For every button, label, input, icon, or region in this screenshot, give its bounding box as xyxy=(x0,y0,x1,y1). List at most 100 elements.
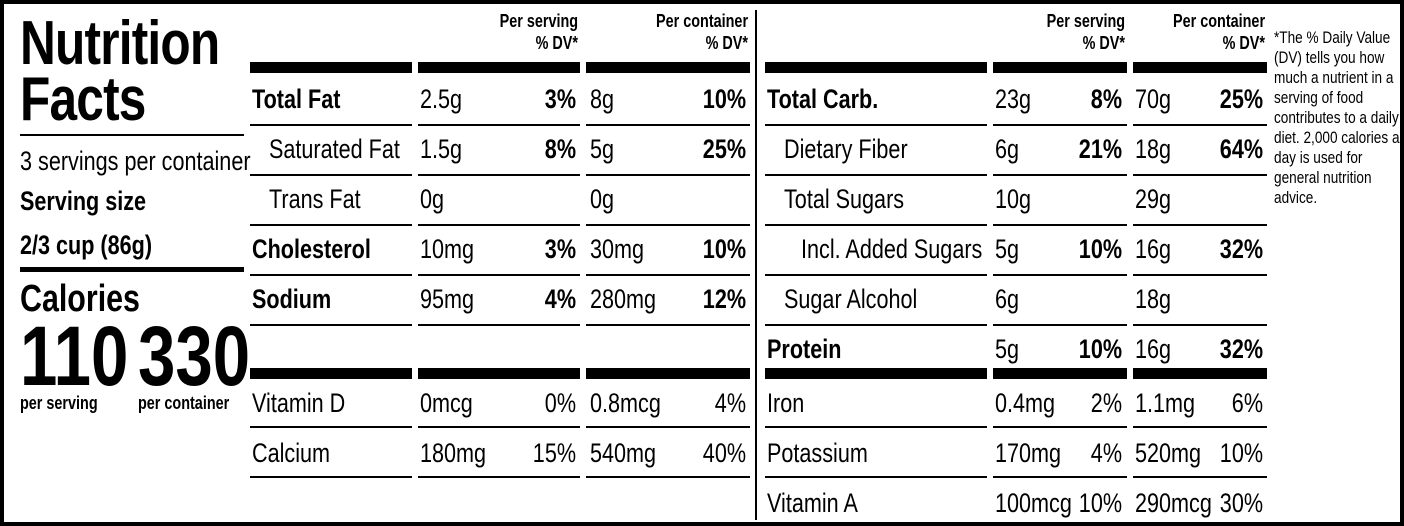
rule xyxy=(250,426,412,428)
title: Nutrition Facts xyxy=(20,9,220,134)
rule xyxy=(418,124,580,126)
rule xyxy=(1133,274,1267,276)
rule xyxy=(418,62,580,73)
rule xyxy=(1133,124,1267,126)
nutrient-name: Total Fat xyxy=(252,84,341,114)
serving-dv: 10% xyxy=(1078,234,1122,264)
servings-per-container: 3 servings per container xyxy=(20,146,251,176)
rule xyxy=(418,476,580,478)
calories-value: 110 xyxy=(20,309,129,403)
serving-amount: 0.4mg xyxy=(995,388,1056,418)
container-dv: 64% xyxy=(1219,134,1263,164)
serving-amount: 10g xyxy=(995,184,1032,214)
rule xyxy=(586,368,750,379)
rule xyxy=(1133,62,1267,73)
nutrient-name: Potassium xyxy=(767,438,868,468)
nutrient-name: Sodium xyxy=(252,284,332,314)
rule xyxy=(765,124,987,126)
container-dv: 25% xyxy=(1219,84,1263,114)
rule xyxy=(586,62,750,73)
serving-amount: 100mcg xyxy=(995,488,1072,518)
rule xyxy=(250,324,412,326)
rule xyxy=(250,274,412,276)
nutrient-name: Vitamin D xyxy=(252,388,346,418)
container-amount: 1.1mg xyxy=(1135,388,1196,418)
header-dv: % DV* xyxy=(1082,33,1125,53)
serving-dv: 21% xyxy=(1078,134,1122,164)
rule xyxy=(250,174,412,176)
rule xyxy=(586,124,750,126)
nutrient-name: Total Carb. xyxy=(767,84,879,114)
rule xyxy=(993,62,1127,73)
calories-unit: per serving xyxy=(20,393,98,413)
rule xyxy=(1133,368,1267,379)
header-per-container: Per container xyxy=(1172,11,1265,31)
serving-dv: 3% xyxy=(544,84,576,114)
serving-amount: 5g xyxy=(995,334,1020,364)
serving-dv: 3% xyxy=(544,234,576,264)
serving-dv: 2% xyxy=(1090,388,1122,418)
header-per-serving: Per serving xyxy=(1046,11,1125,31)
container-dv: 10% xyxy=(702,84,746,114)
rule xyxy=(586,274,750,276)
container-dv: 4% xyxy=(714,388,746,418)
rule xyxy=(765,174,987,176)
rule xyxy=(765,224,987,226)
container-amount: 540mg xyxy=(590,438,657,468)
rule xyxy=(993,368,1127,379)
rule xyxy=(765,368,987,379)
serving-amount: 1.5g xyxy=(420,134,463,164)
rule xyxy=(418,224,580,226)
container-dv: 6% xyxy=(1231,388,1263,418)
calories-label: Calories xyxy=(20,278,140,320)
rule xyxy=(993,426,1127,428)
rule xyxy=(1133,476,1267,478)
nutrient-name: Calcium xyxy=(252,438,331,468)
header-dv: % DV* xyxy=(1222,33,1265,53)
serving-dv: 8% xyxy=(544,134,576,164)
serving-amount: 2.5g xyxy=(420,84,463,114)
rule xyxy=(418,426,580,428)
serving-amount: 0mcg xyxy=(420,388,473,418)
serving-amount: 6g xyxy=(995,284,1020,314)
nutrient-name: Trans Fat xyxy=(269,184,361,214)
rule xyxy=(250,368,412,379)
serving-amount: 180mg xyxy=(420,438,487,468)
footnote: *The % Daily Value (DV) tells you how mu… xyxy=(1274,28,1400,207)
container-dv: 10% xyxy=(1219,438,1263,468)
container-amount: 18g xyxy=(1135,134,1172,164)
container-amount: 16g xyxy=(1135,334,1172,364)
calories-unit: per container xyxy=(138,393,230,413)
container-amount: 70g xyxy=(1135,84,1172,114)
serving-dv: 15% xyxy=(532,438,576,468)
calories-value: 330 xyxy=(138,309,251,403)
serving-dv: 0% xyxy=(544,388,576,418)
serving-amount: 95mg xyxy=(420,284,475,314)
container-amount: 30mg xyxy=(590,234,645,264)
rule xyxy=(993,224,1127,226)
serving-amount: 0g xyxy=(420,184,445,214)
rule xyxy=(586,426,750,428)
container-amount: 18g xyxy=(1135,284,1172,314)
header-per-container: Per container xyxy=(655,11,748,31)
serving-dv: 10% xyxy=(1078,488,1122,518)
serving-amount: 5g xyxy=(995,234,1020,264)
serving-amount: 10mg xyxy=(420,234,475,264)
rule xyxy=(765,62,987,73)
rule xyxy=(418,274,580,276)
nutrient-name: Sugar Alcohol xyxy=(784,284,918,314)
container-amount: 0g xyxy=(590,184,615,214)
rule xyxy=(993,324,1127,326)
serving-amount: 23g xyxy=(995,84,1032,114)
rule xyxy=(765,274,987,276)
rule xyxy=(993,174,1127,176)
rule xyxy=(418,174,580,176)
container-amount: 5g xyxy=(590,134,615,164)
rule xyxy=(586,476,750,478)
rule xyxy=(993,274,1127,276)
container-amount: 8g xyxy=(590,84,615,114)
serving-amount: 6g xyxy=(995,134,1020,164)
nutrient-name: Vitamin A xyxy=(767,488,858,518)
header-dv: % DV* xyxy=(535,33,578,53)
rule xyxy=(250,124,412,126)
